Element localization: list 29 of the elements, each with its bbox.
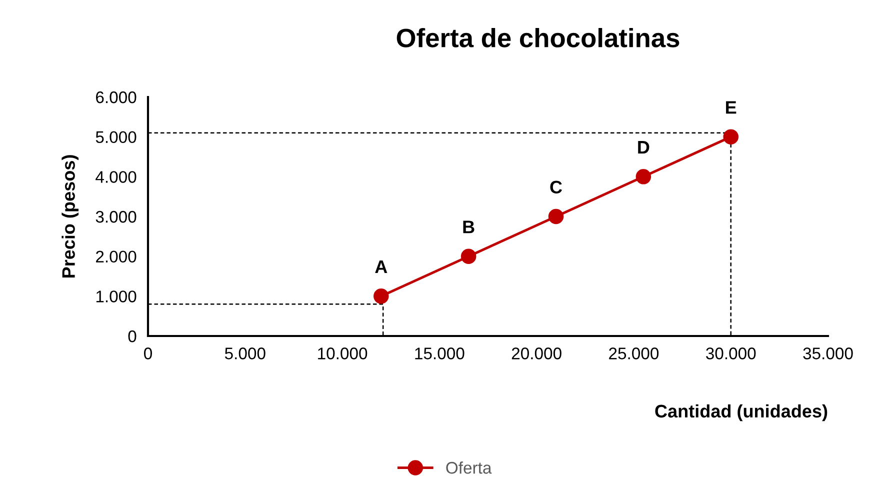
point	[636, 169, 652, 184]
chart-title: Oferta de chocolatinas	[396, 28, 680, 48]
x-tick-label: 0	[144, 348, 152, 360]
x-tick-label: 10.000	[318, 348, 368, 360]
x-tick-label: 15.000	[415, 348, 464, 360]
y-tick-label: 2.000	[96, 250, 136, 263]
x-tick-label: 30.000	[706, 348, 756, 360]
y-tick-label: 3.000	[96, 210, 136, 223]
x-tick-label: 35.000	[803, 348, 853, 360]
y-tick-label: 4.000	[96, 171, 136, 183]
y-tick-label: 6.000	[96, 91, 136, 104]
x-tick-label: 5.000	[224, 348, 266, 360]
point	[548, 208, 564, 224]
y-tick-label: 5.000	[96, 131, 136, 144]
annotation: A	[375, 260, 388, 273]
annotation: B	[463, 220, 474, 234]
x-tick-label: 20.000	[512, 348, 562, 360]
point	[723, 129, 738, 144]
y-tick-label: 1.000	[96, 290, 136, 302]
legend-label: Oferta	[446, 462, 492, 474]
annotation: D	[638, 141, 650, 154]
y-tick-label: 0	[128, 330, 136, 342]
point	[460, 248, 476, 264]
annotation: C	[550, 180, 562, 194]
x-tick-label: 25.000	[609, 348, 659, 360]
annotation: E	[726, 101, 736, 114]
x-axis-title: Cantidad (unidades)	[655, 404, 828, 422]
point	[374, 288, 389, 304]
y-axis-title: Precio (pesos)	[62, 155, 79, 278]
